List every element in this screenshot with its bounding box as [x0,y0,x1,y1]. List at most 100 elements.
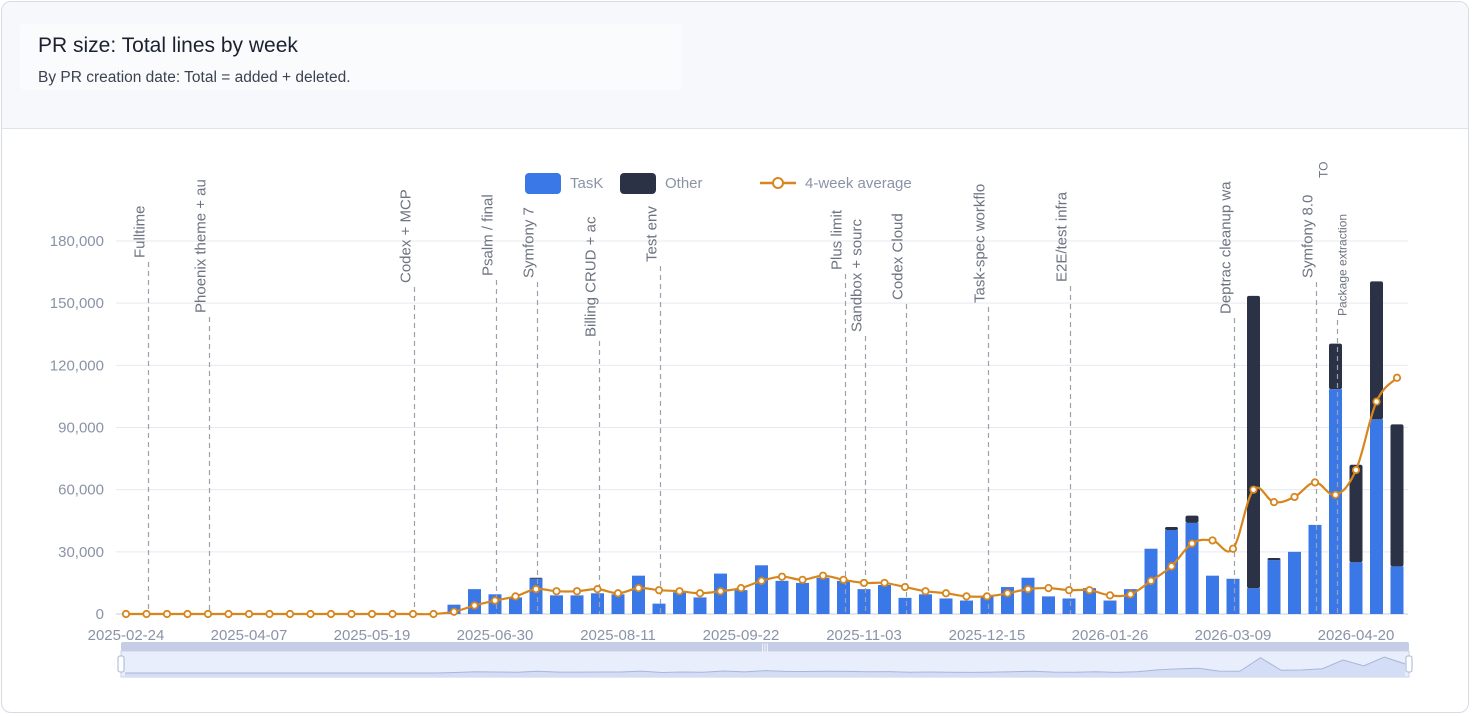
legend-item-average[interactable]: 4-week average [760,175,912,192]
bar-task[interactable] [878,584,891,614]
bar-task[interactable] [755,565,768,614]
bar-task[interactable] [591,593,604,614]
bar-other[interactable] [1185,515,1199,523]
bar-other[interactable] [1267,558,1281,561]
average-point[interactable] [183,609,192,619]
average-point[interactable] [285,609,295,619]
bar-task[interactable] [980,596,994,614]
average-point[interactable] [962,592,971,601]
bar-task[interactable] [1370,419,1383,614]
average-point[interactable] [982,592,992,601]
average-point[interactable] [634,583,643,593]
data-zoom-slider[interactable]: ||| [117,642,1413,678]
bar-task[interactable] [816,577,830,614]
bar-task[interactable] [1267,560,1281,614]
average-point[interactable] [859,578,869,588]
average-point[interactable] [552,587,561,596]
zoom-move-bar[interactable] [121,642,1409,651]
bar-task[interactable] [734,590,748,614]
average-point[interactable] [1167,562,1176,571]
average-point[interactable] [306,609,315,619]
average-point[interactable] [921,587,930,596]
bar-other[interactable] [1247,295,1260,589]
average-point[interactable] [388,609,397,619]
average-point[interactable] [429,609,438,619]
bar-task[interactable] [1288,551,1301,614]
bar-task[interactable] [693,597,707,614]
average-point[interactable] [1331,490,1340,499]
bar-task[interactable] [632,575,645,614]
bar-task[interactable] [1349,562,1363,614]
average-point[interactable] [716,587,725,596]
bar-other[interactable] [1370,281,1383,420]
bar-task[interactable] [1247,588,1260,614]
average-point[interactable] [326,609,336,619]
bar-other[interactable] [1390,424,1404,567]
average-point[interactable] [203,609,213,619]
average-point[interactable] [162,609,172,619]
average-point[interactable] [1269,497,1279,507]
average-point[interactable] [900,582,910,592]
bar-task[interactable] [857,589,871,614]
zoom-handle-left[interactable] [117,655,125,673]
average-point[interactable] [675,587,684,596]
bar-task[interactable] [550,595,563,614]
average-point[interactable] [244,609,254,619]
bar-task[interactable] [1226,578,1240,614]
zoom-handle-right[interactable] [1405,655,1413,673]
average-point[interactable] [1392,373,1402,382]
legend[interactable]: TasK Other 4-week average [525,173,912,194]
bar-task[interactable] [1021,577,1035,614]
bar-task[interactable] [1042,596,1055,614]
bar-task[interactable] [1083,588,1096,614]
average-point[interactable] [572,587,582,596]
legend-item-task[interactable]: TasK [525,173,603,194]
average-point[interactable] [1003,589,1012,598]
bar-other[interactable] [1349,464,1363,563]
average-point[interactable] [818,571,828,580]
bar-task[interactable] [652,603,666,614]
average-point[interactable] [142,609,151,619]
average-point[interactable] [613,589,623,598]
bar-task[interactable] [673,592,686,614]
average-point[interactable] [654,586,664,595]
bar-task[interactable] [529,578,543,614]
bar-task[interactable] [1329,389,1342,614]
average-point[interactable] [1105,591,1115,600]
average-point[interactable] [531,585,541,594]
average-point[interactable] [1249,485,1258,494]
bar-task[interactable] [1185,522,1199,614]
average-point[interactable] [408,609,418,619]
bar-task[interactable] [1206,575,1219,614]
average-point[interactable] [1085,586,1094,595]
average-point[interactable] [1126,590,1135,599]
bar-task[interactable] [1308,524,1322,614]
average-point[interactable] [695,589,705,598]
average-point[interactable] [347,609,356,619]
average-point[interactable] [839,575,848,584]
average-point[interactable] [1187,539,1197,548]
bar-task[interactable] [1103,600,1117,614]
average-point[interactable] [511,592,520,601]
bar-other[interactable] [1329,343,1342,390]
average-point[interactable] [757,576,766,585]
average-point[interactable] [1044,583,1053,593]
average-point[interactable] [593,585,602,594]
average-point[interactable] [449,607,459,616]
average-point[interactable] [798,575,807,584]
average-point[interactable] [265,609,274,619]
average-point[interactable] [1064,586,1074,595]
average-point[interactable] [1372,397,1381,406]
average-point[interactable] [490,596,500,605]
average-point[interactable] [367,609,377,619]
bar-task[interactable] [960,600,973,614]
bar-task[interactable] [611,594,625,614]
bar-other[interactable] [1165,526,1178,531]
bar-task[interactable] [919,594,932,614]
bar-task[interactable] [796,582,809,614]
average-point[interactable] [470,601,479,610]
average-point[interactable] [1228,544,1238,553]
average-point[interactable] [736,583,746,593]
average-point[interactable] [1023,585,1033,594]
average-point[interactable] [1208,536,1217,545]
